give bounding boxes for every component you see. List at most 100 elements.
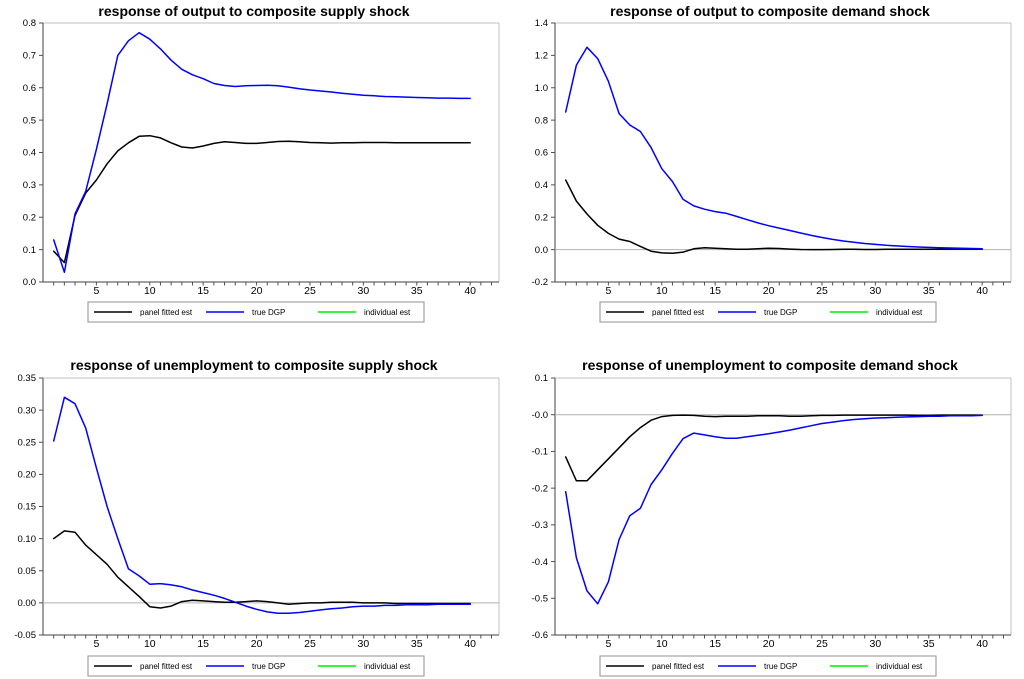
- y-tick-label: 0.1: [535, 373, 548, 384]
- legend: panel fitted est true DGP individual est: [87, 655, 425, 677]
- x-tick-label: 10: [144, 285, 156, 297]
- legend-label-individual-est: individual est: [876, 662, 923, 671]
- y-tick-label: 0.4: [535, 180, 548, 191]
- y-tick-label: -0.0: [532, 410, 548, 421]
- y-tick-label: 0.20: [18, 470, 37, 481]
- plot-area: 5 10 15 20 25 30 35 40 -0.6 -0.5 -0.4 -0.3 -0.2 -0.1 -…: [532, 373, 1012, 650]
- y-tick-label: -0.5: [532, 593, 548, 604]
- x-tick-label: 5: [605, 638, 611, 650]
- x-tick-label: 5: [93, 285, 99, 297]
- legend: panel fitted est true DGP individual est: [599, 655, 937, 677]
- y-tick-label: -0.2: [532, 483, 548, 494]
- chart-unemployment-supply-shock: response of unemployment to composite su…: [14, 357, 500, 677]
- x-tick-label: 25: [816, 285, 828, 297]
- legend-label-panel-fitted-est: panel fitted est: [652, 308, 705, 317]
- x-tick-label: 30: [358, 285, 370, 297]
- x-tick-label: 20: [763, 638, 775, 650]
- y-tick-label: 0.25: [18, 437, 37, 448]
- plot-area: 5 10 15 20 25 30 35 40 -0.2 0.0 0.2 0.4 0.6 0.8 1.0 1.2…: [532, 18, 1012, 297]
- legend-label-individual-est: individual est: [364, 662, 411, 671]
- y-tick-label: 0.10: [18, 534, 37, 545]
- chart-unemployment-demand-shock: response of unemployment to composite de…: [532, 357, 1012, 677]
- legend-label-true-DGP: true DGP: [764, 308, 797, 317]
- panel-unemployment-demand-shock: response of unemployment to composite de…: [512, 340, 1024, 679]
- chart-output-supply-shock: response of output to composite supply s…: [23, 3, 500, 323]
- x-tick-label: 35: [411, 285, 423, 297]
- x-tick-label: 30: [358, 638, 370, 650]
- series-true-DGP: [52, 31, 471, 274]
- legend-box: [599, 655, 937, 677]
- y-tick-label: 0.6: [535, 148, 548, 159]
- panel-output-supply-shock: response of output to composite supply s…: [0, 0, 512, 340]
- legend-label-panel-fitted-est: panel fitted est: [140, 308, 193, 317]
- y-tick-label: 0.30: [18, 405, 37, 416]
- y-tick-label: 0.5: [23, 115, 36, 126]
- x-tick-label: 5: [605, 285, 611, 297]
- y-tick-label: 0.00: [18, 598, 37, 609]
- y-tick-label: 0.8: [535, 115, 548, 126]
- y-tick-label: 1.4: [535, 18, 548, 29]
- legend-box: [599, 301, 937, 323]
- x-tick-label: 25: [304, 285, 316, 297]
- x-tick-label: 10: [656, 285, 668, 297]
- x-tick-label: 15: [709, 285, 721, 297]
- y-tick-label: -0.4: [532, 557, 548, 568]
- series-true-DGP: [564, 46, 983, 250]
- y-tick-label: 0.0: [535, 245, 548, 256]
- y-tick-label: -0.1: [532, 447, 548, 458]
- x-tick-label: 25: [816, 638, 828, 650]
- x-tick-label: 15: [709, 638, 721, 650]
- legend-label-panel-fitted-est: panel fitted est: [652, 662, 705, 671]
- y-tick-label: 0.35: [18, 373, 37, 384]
- y-tick-label: -0.05: [14, 630, 36, 641]
- y-tick-label: -0.2: [532, 277, 548, 288]
- y-tick-label: 0.6: [23, 83, 36, 94]
- x-tick-label: 20: [763, 285, 775, 297]
- y-tick-label: 0.7: [23, 51, 36, 62]
- legend-label-true-DGP: true DGP: [764, 662, 797, 671]
- y-tick-label: 1.0: [535, 83, 548, 94]
- series-panel-fitted-est: [564, 179, 983, 254]
- x-tick-label: 15: [197, 285, 209, 297]
- legend: panel fitted est true DGP individual est: [599, 301, 937, 323]
- y-tick-label: 0.05: [18, 566, 37, 577]
- y-tick-label: 0.2: [23, 212, 36, 223]
- x-tick-label: 10: [656, 638, 668, 650]
- x-tick-label: 40: [976, 285, 988, 297]
- y-tick-label: -0.3: [532, 520, 548, 531]
- legend-box: [87, 301, 425, 323]
- chart-title-output-supply: response of output to composite supply s…: [98, 3, 409, 19]
- x-tick-label: 25: [304, 638, 316, 650]
- legend-label-individual-est: individual est: [364, 308, 411, 317]
- x-tick-label: 40: [464, 638, 476, 650]
- y-tick-label: 0.1: [23, 245, 36, 256]
- legend: panel fitted est true DGP individual est: [87, 301, 425, 323]
- plot-area: 5 10 15 20 25 30 35 40 -0.05 0.00 0.05 0.10 0.15 0.20…: [14, 373, 500, 650]
- x-tick-label: 40: [464, 285, 476, 297]
- x-tick-label: 20: [251, 638, 263, 650]
- legend-label-individual-est: individual est: [876, 308, 923, 317]
- x-tick-label: 10: [144, 638, 156, 650]
- x-tick-label: 40: [976, 638, 988, 650]
- chart-title-unemployment-supply: response of unemployment to composite su…: [70, 357, 437, 373]
- series-panel-fitted-est: [564, 414, 983, 482]
- y-tick-label: 0.15: [18, 502, 37, 513]
- x-tick-label: 35: [923, 285, 935, 297]
- chart-title-unemployment-demand: response of unemployment to composite de…: [582, 357, 958, 373]
- series-panel-fitted-est: [52, 530, 471, 609]
- chart-title-output-demand: response of output to composite demand s…: [610, 3, 930, 19]
- y-tick-label: 0.4: [23, 148, 36, 159]
- panel-unemployment-supply-shock: response of unemployment to composite su…: [0, 340, 512, 679]
- plot-area: 5 10 15 20 25 30 35 40 0.0 0.1 0.2 0.3 0.4 0.5 0.6 0.7 0…: [23, 18, 500, 297]
- y-tick-label: 0.0: [23, 277, 36, 288]
- legend-box: [87, 655, 425, 677]
- x-tick-label: 30: [870, 638, 882, 650]
- chart-output-demand-shock: response of output to composite demand s…: [532, 3, 1012, 323]
- x-tick-label: 35: [411, 638, 423, 650]
- y-tick-label: -0.6: [532, 630, 548, 641]
- x-tick-label: 5: [93, 638, 99, 650]
- x-tick-label: 30: [870, 285, 882, 297]
- y-tick-label: 0.3: [23, 180, 36, 191]
- series-true-DGP: [564, 414, 983, 605]
